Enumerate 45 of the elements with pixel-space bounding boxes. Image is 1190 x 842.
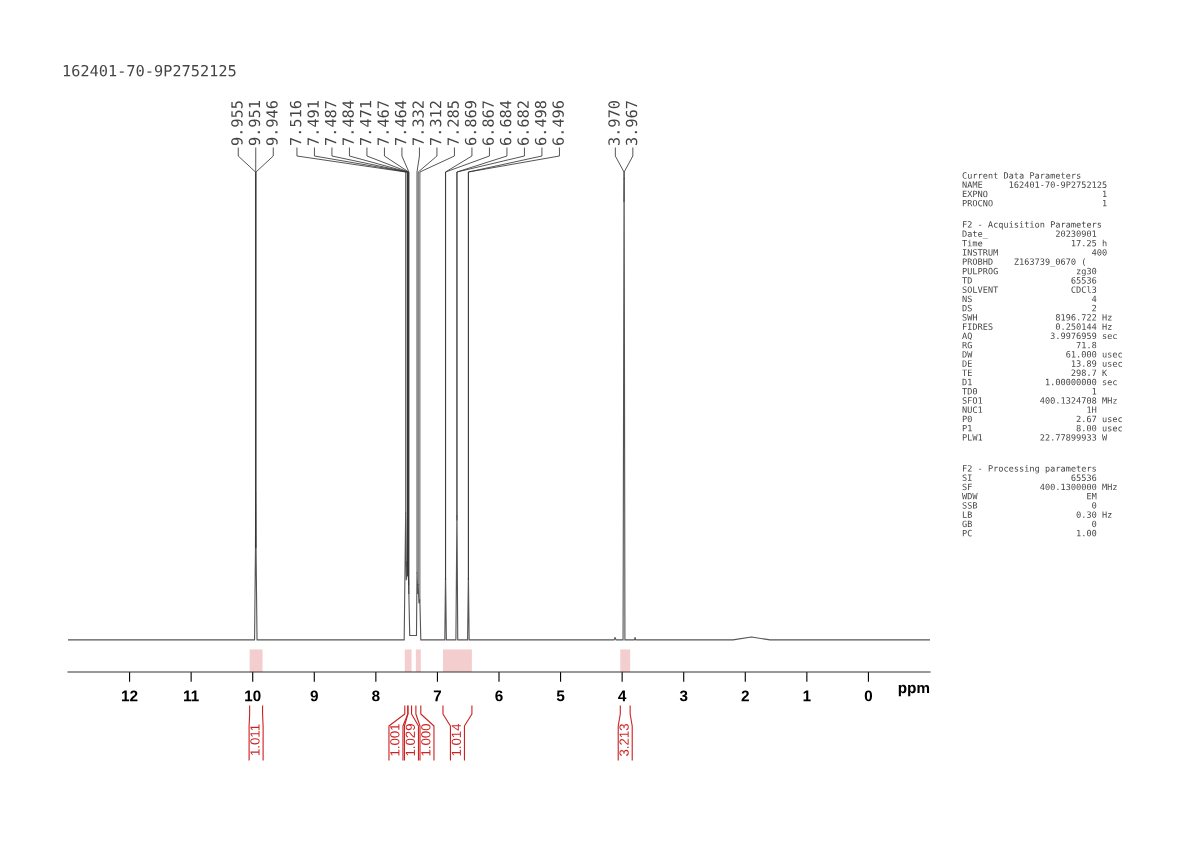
x-tick-label: 2 [741, 690, 749, 702]
annotation: 3.970 [608, 101, 620, 145]
x-tick-label: 7 [433, 690, 442, 702]
annotation: 9.946 [266, 101, 278, 146]
annotation: 7.516 [289, 101, 302, 145]
x-tick-label: 3 [679, 690, 688, 702]
x-tick-label: 0 [864, 690, 873, 702]
x-tick-label: 11 [184, 690, 199, 702]
annotation: 7.487 [324, 101, 337, 145]
band-label: 3.213 [619, 724, 629, 756]
text: F2 - Acquisition Parameters Date_ 20230901 Time 17.25 h INSTRUM 400 PROBHD Z163739_0670 ( PULPROG zg30 TD 65536 SOLVENT CDCl3 NS 4 DS 2 SWH 8196.722 Hz FIDRES 0.250144 Hz AQ 3.9976959 sec RG 71.8 DW 61.000 usec DE 13.89 usec TE 298.7 K D1 1.00000000 sec TD0 1 SFO1 400.1324708 MHz NUC1 1H P0 2.67 usec P1 8.00 usec PLW1 22.77899933 W [962, 221, 1122, 441]
annotation: 7.332 [412, 101, 424, 145]
band-label: 1.029 [405, 724, 416, 756]
annotation: 7.312 [429, 101, 442, 145]
x-tick-label: 9 [310, 690, 318, 702]
band-label: 1.000 [421, 724, 431, 756]
band-label: 1.011 [250, 724, 260, 756]
annotation: 9.955 [231, 101, 243, 146]
annotation: 6.869 [464, 101, 477, 146]
annotation: 6.682 [517, 101, 529, 146]
x-tick-label: 12 [122, 690, 138, 702]
x-tick-label: 8 [372, 690, 380, 702]
x-axis-title: ppm [898, 684, 930, 697]
band-label: 1.001 [390, 724, 400, 756]
x-tick-label: 10 [245, 690, 261, 702]
x-tick-label: 1 [803, 690, 811, 702]
annotation: 7.467 [377, 101, 389, 145]
annotation: 7.491 [307, 101, 319, 145]
annotation: 9.951 [248, 101, 261, 146]
annotation: 7.484 [342, 100, 354, 145]
text: F2 - Processing parameters SI 65536 SF 400.1300000 MHz WDW EM SSB 0 LB 0.30 Hz GB 0 PC 1.00 [962, 465, 1117, 537]
x-tick-label: 6 [495, 690, 503, 702]
annotation: 6.684 [499, 100, 512, 146]
annotation: 3.967 [625, 101, 638, 145]
text: Current Data Parameters NAME 162401-70-9P2752125 EXPNO 1 PROCNO 1 [962, 172, 1107, 207]
annotation: 6.867 [482, 101, 494, 146]
x-tick-label: 4 [618, 690, 627, 702]
annotation: 6.498 [534, 100, 547, 146]
annotation: 7.464 [394, 100, 407, 145]
annotation: 7.285 [447, 101, 459, 145]
x-tick-label: 5 [556, 690, 565, 702]
annotation: 6.496 [552, 101, 564, 146]
band-label: 1.014 [451, 723, 461, 756]
annotation: 7.471 [360, 101, 372, 145]
chart-title: 162401-70-9P2752125 [63, 64, 236, 77]
